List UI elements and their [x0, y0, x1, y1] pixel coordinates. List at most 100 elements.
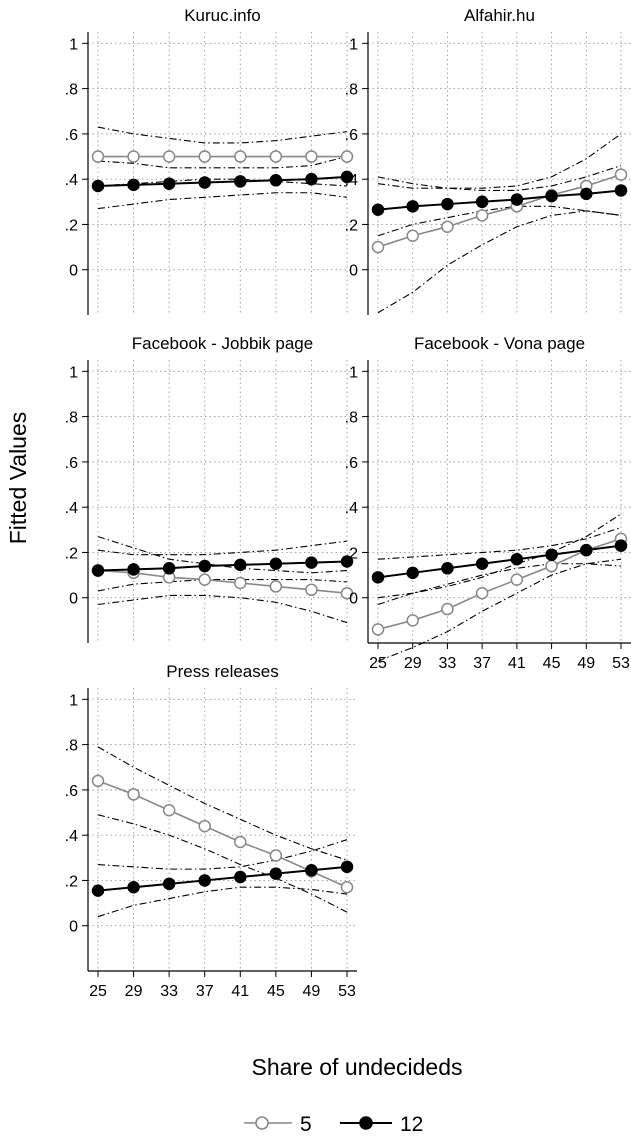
point-12 — [127, 178, 140, 192]
panel-1: Kuruc.info 0 .2 .4 .6 .8 1 — [65, 6, 357, 315]
x-tick-label: 33 — [160, 983, 178, 1000]
point-12 — [441, 562, 454, 575]
point-12 — [406, 200, 419, 213]
point-12 — [127, 563, 140, 576]
point-5 — [340, 150, 354, 163]
point-5 — [340, 880, 354, 894]
panel-title: Press releases — [166, 662, 278, 681]
ci-line-12-high — [97, 155, 348, 169]
panel-title: Kuruc.info — [184, 6, 261, 25]
y-tick-label: 1 — [69, 36, 78, 53]
point-12 — [545, 548, 558, 561]
y-tick-label: 1 — [349, 36, 358, 53]
y-tick-label: .8 — [65, 410, 78, 427]
y-axis-label: Fitted Values — [5, 412, 31, 545]
point-5 — [340, 586, 354, 600]
x-tick-label: 41 — [231, 983, 249, 1000]
point-5 — [371, 623, 385, 636]
point-5 — [614, 168, 628, 181]
point-12 — [580, 187, 593, 201]
ci-line-5-high — [377, 133, 622, 189]
y-tick-label: .2 — [65, 217, 78, 234]
point-5 — [91, 150, 105, 163]
ci-line-12-high — [377, 527, 622, 560]
point-5 — [162, 150, 176, 163]
point-12 — [305, 864, 318, 877]
legend-label-5: 5 — [300, 1113, 312, 1136]
y-tick-label: .4 — [345, 172, 358, 189]
point-5 — [475, 209, 489, 222]
x-tick-label: 37 — [196, 983, 214, 1000]
x-tick-label: 45 — [543, 655, 561, 672]
y-tick-label: .4 — [345, 500, 358, 517]
point-5 — [198, 819, 211, 833]
panel-title: Alfahir.hu — [464, 6, 535, 25]
panel-title: Facebook - Vona page — [414, 334, 585, 353]
point-12 — [614, 184, 628, 197]
point-5 — [91, 774, 105, 788]
point-12 — [269, 174, 283, 187]
ci-line-12-high — [377, 165, 622, 192]
point-5 — [305, 583, 318, 597]
x-axis-label: Share of undecideds — [252, 1054, 463, 1080]
point-5 — [198, 573, 211, 586]
point-5 — [269, 580, 283, 593]
point-12 — [234, 870, 247, 884]
point-12 — [234, 558, 247, 572]
x-tick-label: 25 — [369, 655, 387, 672]
y-tick-label: 1 — [349, 364, 358, 381]
y-tick-label: .8 — [65, 82, 78, 99]
point-12 — [340, 555, 354, 568]
point-12 — [198, 176, 211, 189]
point-12 — [91, 179, 105, 193]
point-5 — [406, 614, 419, 627]
point-12 — [441, 197, 454, 211]
ci-line-5-low — [377, 210, 622, 314]
y-tick-label: 0 — [69, 263, 78, 280]
point-5 — [234, 835, 247, 849]
x-tick-label: 41 — [508, 655, 526, 672]
point-12 — [614, 539, 628, 552]
point-5 — [441, 602, 454, 616]
y-tick-label: .6 — [345, 127, 358, 144]
y-tick-label: .2 — [345, 217, 358, 234]
point-12 — [371, 571, 385, 584]
y-tick-label: .2 — [65, 873, 78, 890]
point-12 — [406, 566, 419, 580]
point-12 — [198, 874, 211, 887]
x-tick-label: 33 — [439, 655, 457, 672]
point-5 — [234, 576, 247, 590]
y-tick-label: .6 — [65, 127, 78, 144]
x-tick-label: 49 — [577, 655, 595, 672]
y-tick-label: .8 — [345, 82, 358, 99]
point-12 — [198, 559, 211, 573]
x-tick-label: 45 — [267, 983, 285, 1000]
point-12 — [475, 195, 489, 209]
point-5 — [127, 788, 140, 801]
point-12 — [269, 557, 283, 571]
ci-line-5-low — [377, 558, 622, 662]
point-12 — [340, 860, 354, 874]
point-12 — [162, 877, 176, 891]
y-tick-label: .4 — [65, 172, 78, 189]
point-5 — [269, 849, 283, 862]
point-12 — [91, 564, 105, 577]
legend-marker-12 — [359, 1116, 373, 1130]
x-tick-label: 37 — [473, 655, 491, 672]
point-12 — [91, 884, 105, 897]
x-tick-label: 53 — [612, 655, 630, 672]
y-tick-label: .8 — [345, 410, 358, 427]
y-tick-label: 0 — [69, 591, 78, 608]
ci-line-5-high — [97, 746, 348, 861]
panel-title: Facebook - Jobbik page — [132, 334, 313, 353]
legend: 5 12 — [244, 1113, 423, 1136]
point-12 — [510, 193, 524, 206]
x-tick-label: 29 — [125, 983, 143, 1000]
point-5 — [127, 150, 140, 163]
ci-line-5-low — [97, 594, 348, 624]
point-5 — [441, 220, 454, 233]
y-tick-label: .6 — [345, 455, 358, 472]
point-5 — [269, 150, 283, 163]
point-12 — [340, 170, 354, 184]
